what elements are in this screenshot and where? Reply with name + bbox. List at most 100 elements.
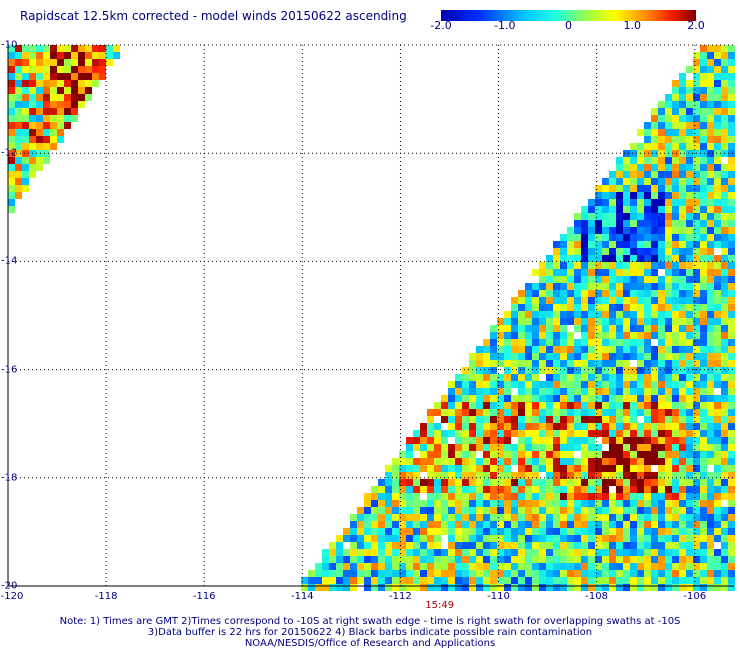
wind-cell xyxy=(567,528,574,535)
wind-cell xyxy=(392,458,399,465)
wind-cell xyxy=(602,521,609,528)
wind-cell xyxy=(693,528,700,535)
wind-cell xyxy=(700,199,707,206)
wind-cell xyxy=(553,535,560,542)
wind-cell xyxy=(637,395,644,402)
wind-cell xyxy=(78,73,85,80)
wind-cell xyxy=(427,528,434,535)
wind-cell xyxy=(553,318,560,325)
wind-cell xyxy=(665,304,672,311)
wind-cell xyxy=(434,493,441,500)
wind-cell xyxy=(651,507,658,514)
wind-cell xyxy=(567,556,574,563)
wind-cell xyxy=(651,206,658,213)
wind-cell xyxy=(8,115,15,122)
wind-cell xyxy=(665,465,672,472)
wind-cell xyxy=(15,178,22,185)
wind-cell xyxy=(462,423,469,430)
wind-cell xyxy=(581,241,588,248)
wind-cell xyxy=(588,227,595,234)
wind-cell xyxy=(707,248,714,255)
wind-cell xyxy=(385,472,392,479)
wind-cell xyxy=(22,73,29,80)
wind-cell xyxy=(679,255,686,262)
wind-cell xyxy=(413,500,420,507)
wind-cell xyxy=(595,206,602,213)
wind-cell xyxy=(728,374,735,381)
wind-cell xyxy=(630,346,637,353)
wind-cell xyxy=(644,171,651,178)
wind-cell xyxy=(721,374,728,381)
wind-cell xyxy=(700,157,707,164)
wind-cell xyxy=(448,535,455,542)
wind-cell xyxy=(672,563,679,570)
wind-cell xyxy=(686,507,693,514)
wind-cell xyxy=(700,339,707,346)
wind-cell xyxy=(539,262,546,269)
wind-cell xyxy=(434,521,441,528)
wind-cell xyxy=(672,535,679,542)
wind-cell xyxy=(490,451,497,458)
wind-cell xyxy=(721,549,728,556)
wind-cell xyxy=(106,45,113,52)
wind-cell xyxy=(693,556,700,563)
wind-cell xyxy=(588,213,595,220)
wind-cell xyxy=(616,325,623,332)
wind-cell xyxy=(714,262,721,269)
wind-cell xyxy=(630,248,637,255)
wind-cell xyxy=(700,514,707,521)
wind-cell xyxy=(623,542,630,549)
wind-cell xyxy=(518,570,525,577)
wind-cell xyxy=(630,311,637,318)
wind-cell xyxy=(651,416,658,423)
wind-cell xyxy=(651,332,658,339)
wind-cell xyxy=(43,150,50,157)
wind-cell xyxy=(658,542,665,549)
wind-cell xyxy=(714,346,721,353)
wind-cell xyxy=(623,549,630,556)
colorbar-tick-label: 1.0 xyxy=(623,19,642,32)
wind-cell xyxy=(707,493,714,500)
wind-cell xyxy=(623,227,630,234)
wind-cell xyxy=(672,416,679,423)
wind-cell xyxy=(602,388,609,395)
wind-cell xyxy=(518,500,525,507)
wind-cell xyxy=(497,577,504,584)
wind-cell xyxy=(532,367,539,374)
wind-cell xyxy=(686,115,693,122)
wind-cell xyxy=(707,472,714,479)
wind-cell xyxy=(441,486,448,493)
wind-cell xyxy=(693,451,700,458)
wind-cell xyxy=(462,563,469,570)
wind-cell xyxy=(490,465,497,472)
wind-cell xyxy=(357,577,364,584)
wind-cell xyxy=(483,500,490,507)
wind-cell xyxy=(672,178,679,185)
wind-cell xyxy=(378,577,385,584)
wind-cell xyxy=(630,465,637,472)
wind-cell xyxy=(672,458,679,465)
wind-cell xyxy=(623,388,630,395)
wind-cell xyxy=(29,80,36,87)
wind-cell xyxy=(581,318,588,325)
wind-cell xyxy=(567,283,574,290)
wind-cell xyxy=(693,486,700,493)
wind-cell xyxy=(469,458,476,465)
wind-cell xyxy=(658,472,665,479)
wind-cell xyxy=(71,80,78,87)
wind-cell xyxy=(92,45,99,52)
wind-cell xyxy=(609,423,616,430)
wind-cell xyxy=(616,507,623,514)
wind-cell xyxy=(707,318,714,325)
wind-cell xyxy=(679,556,686,563)
wind-cell xyxy=(546,465,553,472)
wind-cell xyxy=(546,486,553,493)
wind-cell xyxy=(462,444,469,451)
wind-cell xyxy=(518,535,525,542)
wind-cell xyxy=(693,430,700,437)
wind-cell xyxy=(651,311,658,318)
wind-cell xyxy=(497,381,504,388)
wind-cell xyxy=(616,234,623,241)
wind-cell xyxy=(644,549,651,556)
wind-cell xyxy=(574,563,581,570)
